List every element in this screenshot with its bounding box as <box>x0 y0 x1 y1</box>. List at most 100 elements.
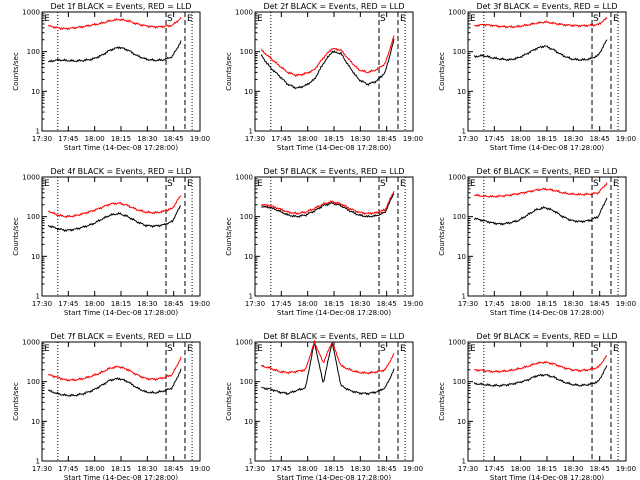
marker-e-left: E <box>470 14 476 24</box>
marker-s: S <box>380 179 386 189</box>
x-tick-label: 18:30 <box>350 300 370 308</box>
chart-title: Det 8f BLACK = Events, RED = LLD <box>263 332 404 341</box>
y-tick-label: 1000 <box>448 174 466 182</box>
x-tick-label: 18:30 <box>137 465 157 473</box>
x-axis-label: Start Time (14-Dec-08 17:28:00) <box>277 474 391 480</box>
y-axis-label: Counts/sec <box>225 382 233 421</box>
chart-panel-1: Det 1f BLACK = Events, RED = LLD 1 10 100 10… <box>12 2 210 152</box>
marker-e-right: E <box>613 179 619 189</box>
x-tick-label: 17:30 <box>32 135 52 143</box>
y-tick-label: 1000 <box>235 9 253 17</box>
x-tick-label: 19:00 <box>403 135 423 143</box>
y-tick-label: 100 <box>240 213 253 221</box>
x-tick-label: 18:45 <box>590 300 610 308</box>
chart-title: Det 1f BLACK = Events, RED = LLD <box>50 2 191 11</box>
y-tick-label: 1 <box>462 458 466 466</box>
x-axis-label: Start Time (14-Dec-08 17:28:00) <box>64 474 178 480</box>
series-events-line <box>48 368 182 397</box>
chart-panel-4: Det 4f BLACK = Events, RED = LLD 1 10 100 10… <box>12 167 210 317</box>
y-axis-label: Counts/sec <box>225 52 233 91</box>
series-lld-line <box>47 356 182 382</box>
y-tick-label: 100 <box>453 48 466 56</box>
series-lld-line <box>260 190 395 216</box>
y-axis-label: Counts/sec <box>225 217 233 256</box>
series-lld-line <box>260 339 395 375</box>
marker-e-left: E <box>257 344 263 354</box>
plot-frame <box>41 11 201 132</box>
x-axis-label: Start Time (14-Dec-08 17:28:00) <box>277 309 391 317</box>
marker-e-right: E <box>400 14 406 24</box>
marker-s: S <box>593 14 599 24</box>
marker-e-right: E <box>613 344 619 354</box>
x-tick-label: 17:30 <box>245 465 265 473</box>
x-tick-label: 17:30 <box>245 300 265 308</box>
y-tick-label: 100 <box>27 213 40 221</box>
y-tick-label: 10 <box>31 253 40 261</box>
y-tick-label: 100 <box>453 213 466 221</box>
y-tick-label: 1 <box>36 458 40 466</box>
y-tick-label: 1000 <box>448 339 466 347</box>
marker-e-right: E <box>187 179 193 189</box>
series-events-line <box>260 38 395 90</box>
x-tick-label: 17:30 <box>32 300 52 308</box>
x-tick-label: 18:00 <box>298 465 318 473</box>
x-tick-label: 19:00 <box>616 135 636 143</box>
x-tick-label: 18:15 <box>111 465 131 473</box>
series-events-line <box>473 197 608 226</box>
x-tick-label: 18:00 <box>298 135 318 143</box>
x-tick-label: 18:30 <box>563 300 583 308</box>
plot-frame <box>41 341 201 462</box>
x-tick-label: 18:30 <box>563 465 583 473</box>
x-tick-label: 18:00 <box>511 465 531 473</box>
x-tick-label: 19:00 <box>403 300 423 308</box>
chart-panel-5: Det 5f BLACK = Events, RED = LLD 1 10 100 10… <box>225 167 423 317</box>
y-tick-label: 1000 <box>235 174 253 182</box>
y-tick-label: 1 <box>249 293 253 301</box>
y-tick-label: 10 <box>31 88 40 96</box>
x-tick-label: 18:00 <box>298 300 318 308</box>
x-tick-label: 19:00 <box>616 465 636 473</box>
x-tick-label: 17:45 <box>484 300 504 308</box>
plot-frame <box>467 11 627 132</box>
plot-frame <box>254 11 414 132</box>
marker-e-left: E <box>257 14 263 24</box>
x-axis-label: Start Time (14-Dec-08 17:28:00) <box>490 144 604 152</box>
marker-s: S <box>167 179 173 189</box>
x-axis-label: Start Time (14-Dec-08 17:28:00) <box>277 144 391 152</box>
chart-panel-3: Det 3f BLACK = Events, RED = LLD 1 10 100 10… <box>438 2 636 152</box>
y-tick-label: 100 <box>240 48 253 56</box>
x-tick-label: 18:45 <box>590 135 610 143</box>
x-tick-label: 17:30 <box>32 465 52 473</box>
x-tick-label: 18:45 <box>164 300 184 308</box>
marker-e-left: E <box>470 344 476 354</box>
x-axis-label: Start Time (14-Dec-08 17:28:00) <box>64 144 178 152</box>
x-tick-label: 18:15 <box>324 300 344 308</box>
chart-panel-2: Det 2f BLACK = Events, RED = LLD 1 10 100 10… <box>225 2 423 152</box>
chart-title: Det 4f BLACK = Events, RED = LLD <box>50 167 191 176</box>
x-tick-label: 17:30 <box>458 465 478 473</box>
y-tick-label: 10 <box>457 88 466 96</box>
y-tick-label: 1000 <box>235 339 253 347</box>
x-tick-label: 18:15 <box>537 300 557 308</box>
plot-frame <box>467 341 627 462</box>
x-tick-label: 18:30 <box>350 465 370 473</box>
plot-frame <box>41 176 201 297</box>
x-tick-label: 19:00 <box>616 300 636 308</box>
marker-e-right: E <box>400 179 406 189</box>
y-axis-label: Counts/sec <box>438 382 446 421</box>
marker-e-right: E <box>187 14 193 24</box>
series-lld-line <box>260 35 395 77</box>
x-axis-label: Start Time (14-Dec-08 17:28:00) <box>490 474 604 480</box>
series-events-line <box>473 365 608 388</box>
x-tick-label: 17:45 <box>484 465 504 473</box>
x-axis-label: Start Time (14-Dec-08 17:28:00) <box>490 309 604 317</box>
y-tick-label: 1000 <box>22 339 40 347</box>
x-tick-label: 18:45 <box>164 135 184 143</box>
x-tick-label: 18:30 <box>137 300 157 308</box>
y-tick-label: 10 <box>457 253 466 261</box>
x-tick-label: 17:30 <box>458 135 478 143</box>
y-tick-label: 1 <box>462 293 466 301</box>
chart-title: Det 7f BLACK = Events, RED = LLD <box>50 332 191 341</box>
